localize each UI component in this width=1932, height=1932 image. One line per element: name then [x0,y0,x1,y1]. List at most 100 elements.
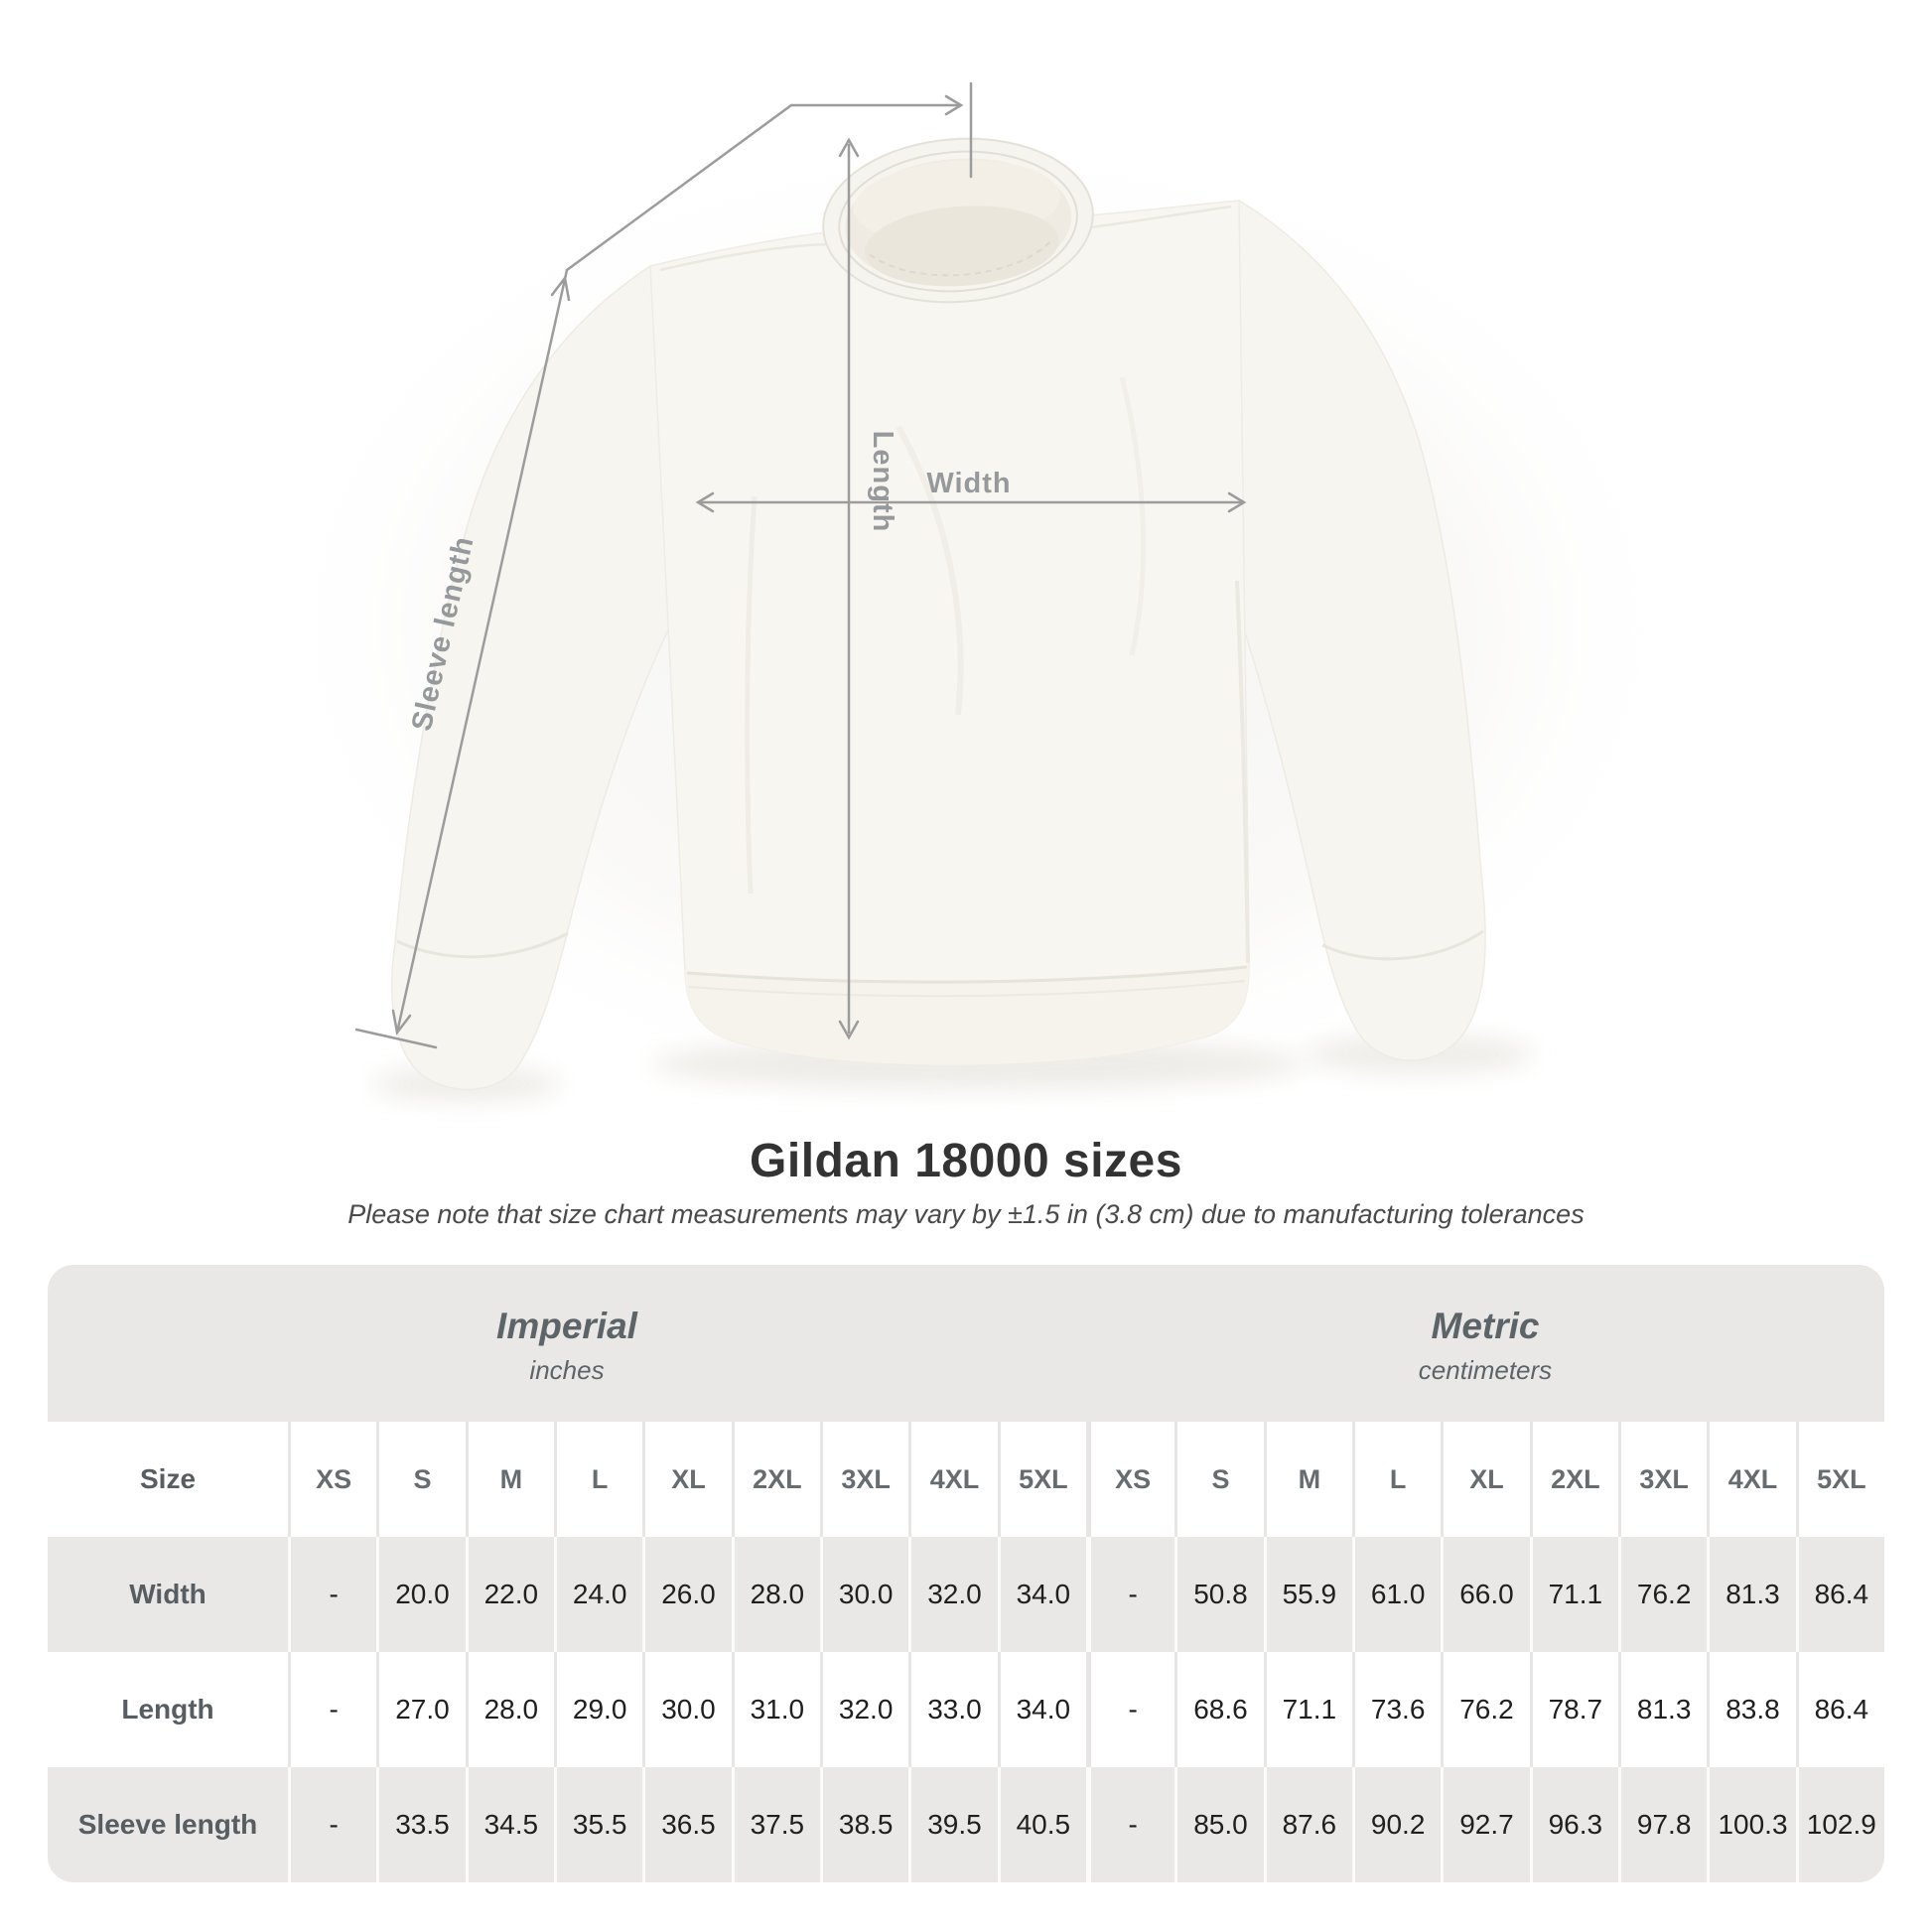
value-cell: 90.2 [1352,1767,1442,1882]
value-cell: 33.5 [376,1767,466,1882]
value-cell: 30.0 [820,1537,909,1652]
value-cell: 66.0 [1441,1537,1530,1652]
column-header-m-imperial: M [465,1422,554,1537]
value-cell: 97.8 [1618,1767,1708,1882]
value-cell: 33.0 [908,1652,998,1767]
size-grid: Size XS S M L XL 2XL 3XL 4XL 5XL XS S M L XL 2XL 3XL 4XL 5… [48,1422,1884,1882]
value-cell: 37.5 [731,1767,820,1882]
value-cell: 81.3 [1618,1652,1708,1767]
value-cell: 26.0 [642,1537,732,1652]
value-cell: 29.0 [554,1652,643,1767]
value-cell: 28.0 [731,1537,820,1652]
column-header-l-metric: L [1352,1422,1442,1537]
value-cell: 36.5 [642,1767,732,1882]
sweatshirt-garment [391,137,1486,1091]
value-cell: 102.9 [1795,1767,1884,1882]
imperial-group-label: Imperial [496,1305,637,1346]
value-cell: 22.0 [465,1537,554,1652]
imperial-unit-label: inches [529,1354,605,1385]
width-label: Width [926,468,1011,499]
value-cell: 30.0 [642,1652,732,1767]
column-header-m-metric: M [1263,1422,1352,1537]
page-title: Gildan 18000 sizes [750,1135,1182,1187]
metric-group-header: Metric centimeters [1086,1265,1884,1422]
value-cell: - [288,1652,377,1767]
column-header-5xl-metric: 5XL [1795,1422,1884,1537]
column-header-5xl-imperial: 5XL [997,1422,1086,1537]
value-cell: 34.0 [997,1652,1086,1767]
value-cell: 81.3 [1707,1537,1796,1652]
value-cell: 73.6 [1352,1652,1442,1767]
hem-ribbing [685,965,1249,1065]
column-header-s-imperial: S [376,1422,466,1537]
crewneck-collar [822,137,1094,304]
column-header-l-imperial: L [554,1422,643,1537]
value-cell: 34.0 [997,1537,1086,1652]
body-panel [649,200,1250,1066]
value-cell: - [288,1767,377,1882]
metric-unit-label: centimeters [1418,1354,1553,1385]
value-cell: 50.8 [1174,1537,1264,1652]
value-cell: 86.4 [1795,1652,1884,1767]
measurement-lines [354,81,1247,1049]
value-cell: 76.2 [1618,1537,1708,1652]
value-cell: 24.0 [554,1537,643,1652]
value-cell: 32.0 [908,1537,998,1652]
column-header-3xl-imperial: 3XL [820,1422,909,1537]
row-label: Length [48,1652,288,1767]
right-cuff-seam [1321,929,1484,961]
value-cell: 40.5 [997,1767,1086,1882]
value-cell: - [288,1537,377,1652]
page-subtitle: Please note that size chart measurements… [347,1199,1585,1229]
length-label: Length [867,431,898,533]
value-cell: - [1086,1767,1175,1882]
size-table: Imperial inches Metric centimeters Size X… [48,1265,1884,1882]
column-header-3xl-metric: 3XL [1618,1422,1708,1537]
value-cell: 83.8 [1707,1652,1796,1767]
value-cell: 71.1 [1263,1652,1352,1767]
column-header-s-metric: S [1174,1422,1264,1537]
value-cell: - [1086,1537,1175,1652]
value-cell: 20.0 [376,1537,466,1652]
column-header-xs-imperial: XS [288,1422,377,1537]
value-cell: 78.7 [1529,1652,1618,1767]
value-cell: 34.5 [465,1767,554,1882]
value-cell: 27.0 [376,1652,466,1767]
sweatshirt-diagram: Length Width Sleeve length [263,81,1693,1122]
value-cell: 87.6 [1263,1767,1352,1882]
value-cell: 86.4 [1795,1537,1884,1652]
value-cell: 100.3 [1707,1767,1796,1882]
sweatshirt-illustration: Length Width Sleeve length [263,81,1693,1122]
value-cell: 32.0 [820,1652,909,1767]
value-cell: 38.5 [820,1767,909,1882]
value-cell: 35.5 [554,1767,643,1882]
unit-group-band: Imperial inches Metric centimeters [48,1265,1884,1422]
value-cell: 55.9 [1263,1537,1352,1652]
value-cell: 68.6 [1174,1652,1264,1767]
value-cell: 28.0 [465,1652,554,1767]
neck-to-shoulder-line [565,103,961,272]
sleeve-measure-line [395,268,569,1035]
column-header-4xl-imperial: 4XL [908,1422,998,1537]
value-cell: 31.0 [731,1652,820,1767]
value-cell: 92.7 [1441,1767,1530,1882]
column-header-2xl-imperial: 2XL [731,1422,820,1537]
value-cell: 96.3 [1529,1767,1618,1882]
row-label: Sleeve length [48,1767,288,1882]
imperial-group-header: Imperial inches [48,1265,1086,1422]
value-cell: 76.2 [1441,1652,1530,1767]
value-cell: - [1086,1652,1175,1767]
column-header-2xl-metric: 2XL [1529,1422,1618,1537]
column-header-4xl-metric: 4XL [1707,1422,1796,1537]
row-label: Width [48,1537,288,1652]
size-corner-header: Size [48,1422,288,1537]
column-header-xs-metric: XS [1086,1422,1175,1537]
sleeve-end-tick [354,1028,438,1049]
value-cell: 71.1 [1529,1537,1618,1652]
value-cell: 39.5 [908,1767,998,1882]
value-cell: 61.0 [1352,1537,1442,1652]
value-cell: 85.0 [1174,1767,1264,1882]
metric-group-label: Metric [1431,1305,1540,1346]
column-header-xl-metric: XL [1441,1422,1530,1537]
column-header-xl-imperial: XL [642,1422,732,1537]
